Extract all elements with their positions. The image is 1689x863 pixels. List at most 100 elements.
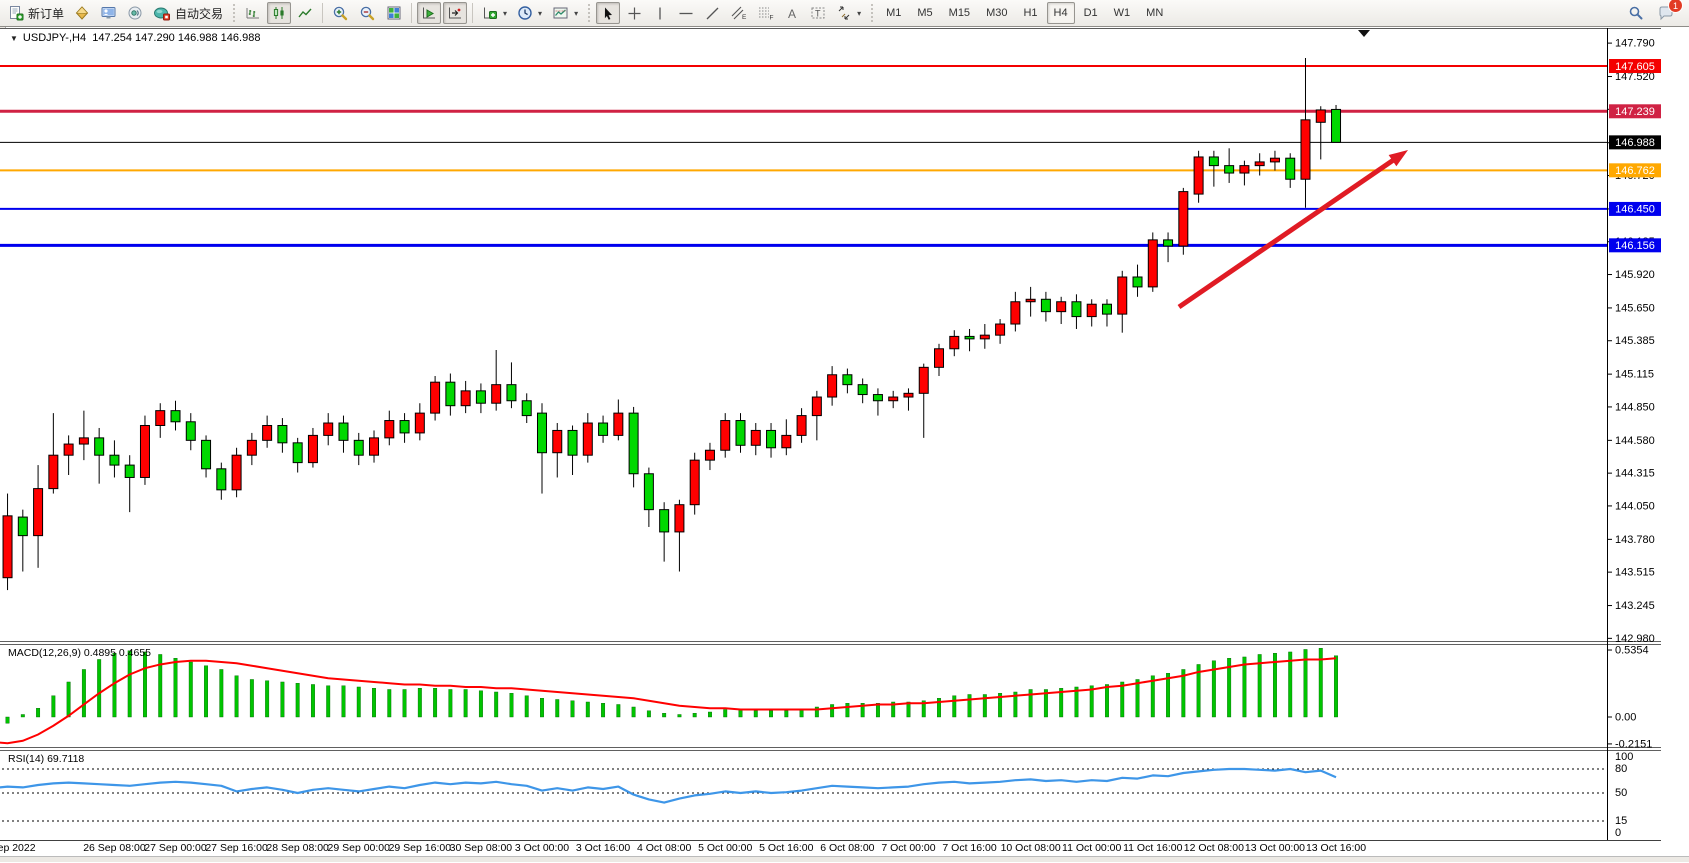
auto-scroll-button[interactable] <box>417 2 442 24</box>
timeframe-m15[interactable]: M15 <box>948 7 971 19</box>
periods-button[interactable]: ▾ <box>513 2 546 24</box>
candlestick-chart-button[interactable] <box>267 2 292 24</box>
macd-histogram-bar <box>1105 684 1109 718</box>
timeframe-mn[interactable]: MN <box>1146 7 1164 19</box>
macd-histogram-bar <box>1120 681 1125 718</box>
tile-windows-icon <box>387 6 401 20</box>
timeframe-m5[interactable]: M5 <box>917 7 933 19</box>
editor-icon <box>75 6 89 20</box>
price-tick-label: 145.115 <box>1615 369 1654 381</box>
macd-histogram-bar <box>402 689 407 718</box>
macd-histogram-bar <box>1303 649 1308 718</box>
timeframe-m1[interactable]: M1 <box>886 7 902 19</box>
macd-histogram-bar <box>646 710 651 718</box>
templates-button[interactable]: ▾ <box>548 2 582 24</box>
chart-symbol-period: USDJPY-,H4 <box>22 32 87 44</box>
candle-body <box>460 390 471 407</box>
macd-histogram-bar <box>1272 652 1277 718</box>
macd-histogram-bar <box>310 684 315 718</box>
line-chart-button[interactable] <box>293 2 317 24</box>
candle-body <box>323 422 334 436</box>
candle-body <box>124 464 135 478</box>
time-axis-label: 23 Sep 2022 <box>0 842 36 854</box>
macd-axis-label: 0.00 <box>1615 712 1636 724</box>
arrows-tool-button[interactable]: ▾ <box>832 2 865 24</box>
text-label-button[interactable]: T <box>806 2 830 24</box>
candle-body <box>369 437 380 456</box>
candle-body <box>949 335 960 350</box>
candle-body <box>1239 165 1250 174</box>
time-axis-label: 3 Oct 00:00 <box>515 842 569 854</box>
macd-histogram-bar <box>1318 647 1323 718</box>
tile-windows-button[interactable] <box>382 2 406 24</box>
trend-arrow-line[interactable] <box>1177 153 1402 310</box>
candle-body <box>216 468 227 491</box>
candle-body <box>796 415 807 436</box>
timeframe-h4[interactable]: H4 <box>1046 2 1075 24</box>
indicators-caret-icon: ▾ <box>503 8 508 18</box>
rsi-axis-label: 0 <box>1615 827 1621 839</box>
candle-body <box>292 442 303 464</box>
macd-histogram-bar <box>1150 675 1155 718</box>
macd-histogram-bar <box>448 689 453 718</box>
time-axis-label: 13 Oct 16:00 <box>1306 842 1366 854</box>
vertical-line-button[interactable] <box>648 2 672 24</box>
zoom-in-button[interactable] <box>328 2 353 24</box>
macd-histogram-bar <box>921 700 926 718</box>
cursor-button[interactable] <box>596 2 621 24</box>
editor-button[interactable] <box>70 2 94 24</box>
candle-body <box>964 335 975 340</box>
candle-body <box>430 381 441 414</box>
trendline-button[interactable] <box>700 2 724 24</box>
chart-shift-button[interactable] <box>443 2 468 24</box>
candle-body <box>934 348 945 368</box>
new-order-button[interactable]: 新订单 <box>4 2 68 24</box>
timeframe-h1[interactable]: H1 <box>1023 7 1038 19</box>
search-icon <box>1629 6 1643 20</box>
macd-histogram-bar <box>478 690 483 718</box>
price-tick-label: 143.515 <box>1615 567 1655 579</box>
timeframe-w1[interactable]: W1 <box>1113 7 1131 19</box>
autotrading-button[interactable]: 自动交易 <box>149 2 227 24</box>
chart-canvas[interactable]: 147.790147.520147.255146.985146.720146.4… <box>0 28 1689 863</box>
candle-body <box>1010 301 1021 325</box>
bar-chart-button[interactable] <box>241 2 265 24</box>
toolbar-grip <box>587 3 592 23</box>
collapse-ohlc-icon[interactable]: ▼ <box>10 34 18 43</box>
channel-icon: E <box>731 6 747 21</box>
price-line-badge-label: 146.156 <box>1615 240 1655 252</box>
zoom-out-button[interactable] <box>355 2 380 24</box>
price-line-badge <box>1609 135 1661 150</box>
text-button[interactable]: A <box>780 2 804 24</box>
macd-histogram-bar <box>494 691 499 718</box>
time-axis-label: 3 Oct 16:00 <box>576 842 630 854</box>
fibonacci-button[interactable]: F <box>753 2 778 24</box>
timeframe-m30[interactable]: M30 <box>986 7 1008 19</box>
indicators-button[interactable]: ▾ <box>478 2 511 24</box>
macd-histogram-bar <box>967 694 972 718</box>
macd-histogram-bar <box>585 701 590 718</box>
candle-body <box>766 429 777 449</box>
macd-histogram-bar <box>601 703 606 718</box>
trendline-icon <box>706 7 719 19</box>
macd-histogram-bar <box>708 711 712 718</box>
search-button[interactable] <box>1624 2 1648 24</box>
chart-ohlc-values: 147.254 147.290 146.988 146.988 <box>92 32 261 44</box>
autotrading-label: 自动交易 <box>175 6 224 21</box>
price-tick-label: 145.920 <box>1615 269 1655 281</box>
macd-histogram-bar <box>1074 686 1079 718</box>
timeframe-d1[interactable]: D1 <box>1083 7 1098 19</box>
candle-body <box>888 396 899 402</box>
candle-body <box>1254 161 1265 167</box>
macd-histogram-bar <box>860 703 865 718</box>
notifications-button[interactable]: 1 <box>1654 0 1683 24</box>
news-sound-button[interactable] <box>123 2 147 24</box>
window-bottom-edge <box>0 856 1689 862</box>
channel-button[interactable]: E <box>726 2 751 24</box>
macd-histogram-bar <box>5 716 10 724</box>
macd-histogram-bar <box>937 698 941 718</box>
horizontal-line-button[interactable] <box>674 2 698 24</box>
candle-body <box>1056 301 1067 313</box>
terminal-button[interactable] <box>96 2 121 24</box>
crosshair-button[interactable] <box>622 2 646 24</box>
